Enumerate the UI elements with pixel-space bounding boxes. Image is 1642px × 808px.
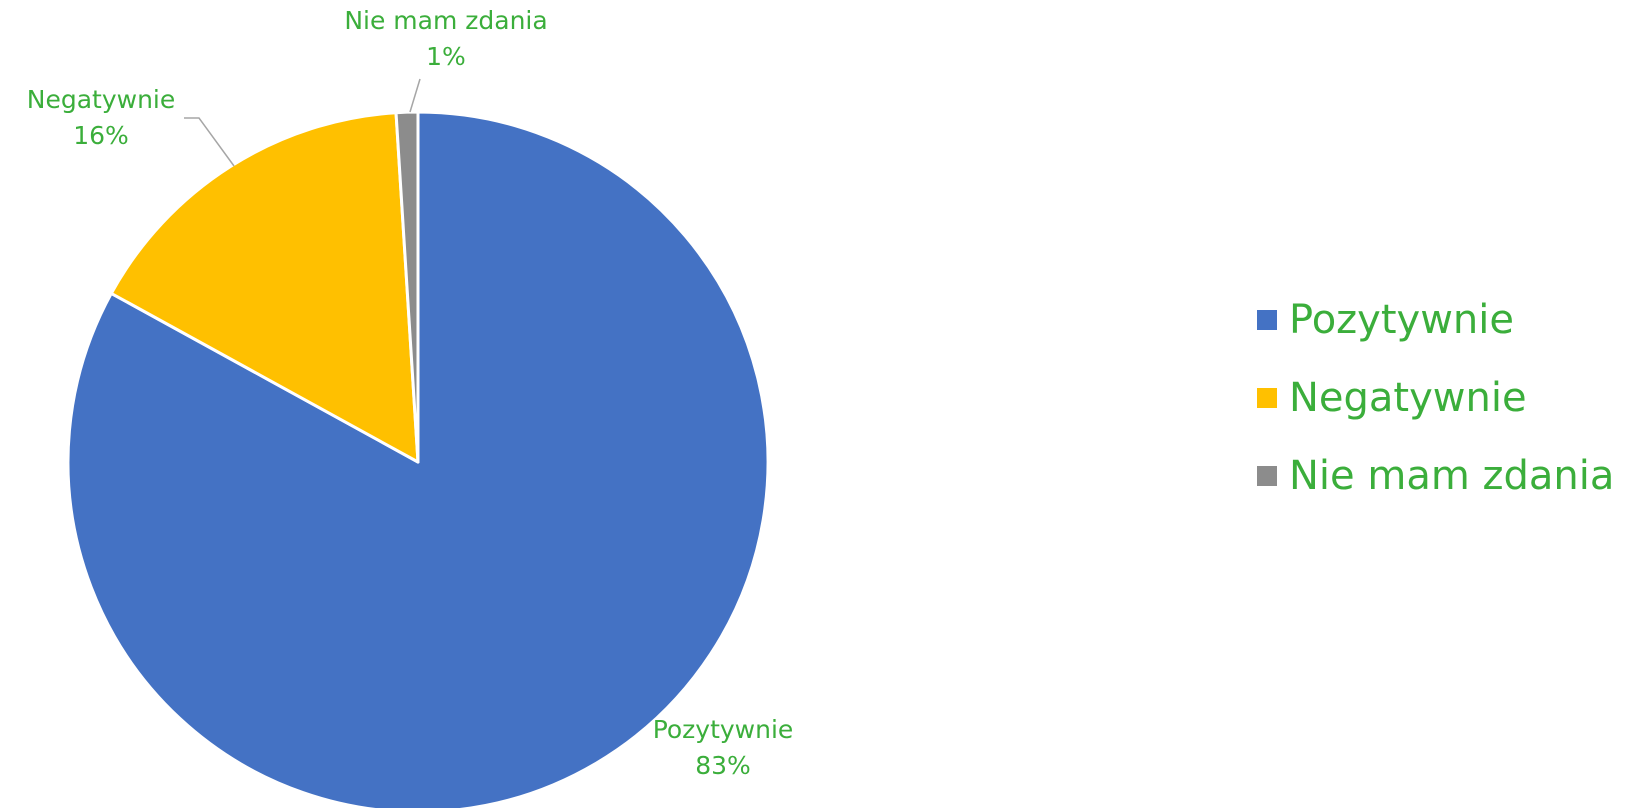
data-label-nie-mam-zdania: Nie mam zdania 1% [344, 6, 547, 71]
pie-slice-nie-mam-zdania [394, 110, 420, 464]
legend-item-pozytywnie: Pozytywnie [1257, 281, 1614, 359]
data-label-category: Nie mam zdania [344, 6, 547, 35]
legend-label: Negatywnie [1289, 375, 1527, 421]
data-label-negatywnie: Negatywnie 16% [27, 85, 176, 150]
data-label-percent: 1% [426, 42, 466, 71]
pie-slice-negatywnie [109, 111, 420, 464]
data-label-category: Negatywnie [27, 85, 176, 114]
leader-line-negatywnie [184, 117, 235, 167]
legend-swatch-nie-mam-zdania [1257, 466, 1277, 486]
data-label-percent: 83% [695, 751, 751, 780]
legend-label: Nie mam zdania [1289, 453, 1615, 499]
chart-legend: Pozytywnie Negatywnie Nie mam zdania [1257, 281, 1614, 515]
data-label-category: Pozytywnie [653, 715, 794, 744]
pie-slices [66, 110, 770, 808]
leader-lines [184, 78, 421, 167]
data-label-pozytywnie: Pozytywnie 83% [653, 715, 794, 780]
legend-swatch-pozytywnie [1257, 310, 1277, 330]
legend-label: Pozytywnie [1289, 297, 1514, 343]
legend-item-nie-mam-zdania: Nie mam zdania [1257, 437, 1614, 515]
data-labels: Pozytywnie 83% Negatywnie 16% Nie mam zdania… [27, 6, 794, 780]
leader-line-nie-mam-zdania [409, 78, 421, 113]
legend-item-negatywnie: Negatywnie [1257, 359, 1614, 437]
data-label-percent: 16% [73, 121, 129, 150]
pie-slice-pozytywnie [66, 110, 770, 808]
legend-swatch-negatywnie [1257, 388, 1277, 408]
